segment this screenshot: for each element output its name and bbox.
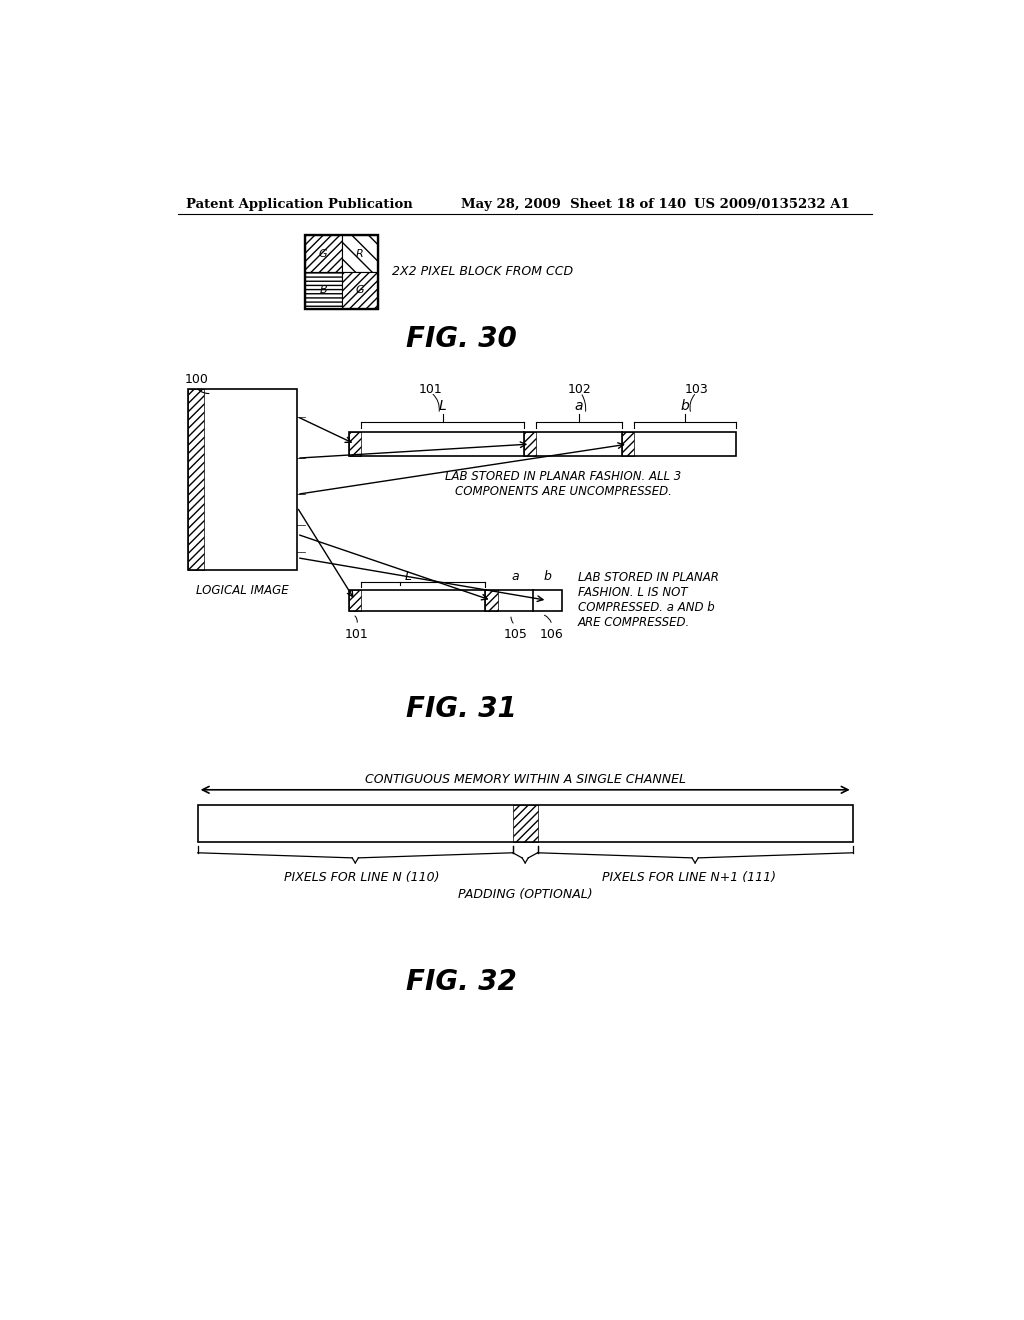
- Text: a: a: [574, 399, 584, 412]
- Text: b: b: [544, 570, 551, 583]
- Text: LOGICAL IMAGE: LOGICAL IMAGE: [197, 585, 289, 597]
- Text: 101: 101: [419, 383, 443, 396]
- Text: FIG. 31: FIG. 31: [406, 694, 517, 723]
- Text: a: a: [511, 570, 519, 583]
- Bar: [305, 235, 378, 309]
- Text: L: L: [438, 399, 446, 412]
- Text: Patent Application Publication: Patent Application Publication: [186, 198, 413, 211]
- Bar: [188, 389, 297, 570]
- Text: 100: 100: [184, 372, 209, 385]
- Text: PADDING (OPTIONAL): PADDING (OPTIONAL): [458, 887, 593, 900]
- Text: LAB STORED IN PLANAR FASHION. ALL 3
COMPONENTS ARE UNCOMPRESSED.: LAB STORED IN PLANAR FASHION. ALL 3 COMP…: [445, 470, 682, 498]
- Text: May 28, 2009  Sheet 18 of 140: May 28, 2009 Sheet 18 of 140: [461, 198, 686, 211]
- Bar: [188, 389, 204, 570]
- Text: L: L: [404, 570, 412, 583]
- Text: FIG. 32: FIG. 32: [406, 969, 517, 997]
- Bar: [622, 432, 634, 457]
- Bar: [485, 590, 498, 611]
- Text: 105: 105: [503, 628, 527, 642]
- Bar: [349, 590, 562, 611]
- Bar: [198, 805, 853, 842]
- Bar: [513, 805, 538, 842]
- Text: PIXELS FOR LINE N (110): PIXELS FOR LINE N (110): [284, 871, 439, 883]
- Text: CONTIGUOUS MEMORY WITHIN A SINGLE CHANNEL: CONTIGUOUS MEMORY WITHIN A SINGLE CHANNE…: [365, 774, 686, 785]
- Bar: [342, 272, 378, 309]
- Text: G: G: [318, 248, 328, 259]
- Text: G: G: [355, 285, 365, 296]
- Text: 103: 103: [685, 383, 709, 396]
- Bar: [305, 235, 342, 272]
- Bar: [349, 432, 361, 457]
- Bar: [349, 590, 361, 611]
- Bar: [342, 235, 378, 272]
- Bar: [524, 432, 537, 457]
- Bar: [349, 432, 735, 457]
- Text: b: b: [681, 399, 689, 412]
- Text: LAB STORED IN PLANAR
FASHION. L IS NOT
COMPRESSED. a AND b
ARE COMPRESSED.: LAB STORED IN PLANAR FASHION. L IS NOT C…: [578, 572, 719, 630]
- Text: 102: 102: [567, 383, 591, 396]
- Text: PIXELS FOR LINE N+1 (111): PIXELS FOR LINE N+1 (111): [602, 871, 776, 883]
- Text: US 2009/0135232 A1: US 2009/0135232 A1: [693, 198, 850, 211]
- Text: B: B: [319, 285, 327, 296]
- Text: R: R: [356, 248, 364, 259]
- Text: 106: 106: [540, 628, 564, 642]
- Bar: [305, 272, 342, 309]
- Text: 101: 101: [345, 628, 369, 642]
- Text: FIG. 30: FIG. 30: [406, 325, 517, 354]
- Text: 2X2 PIXEL BLOCK FROM CCD: 2X2 PIXEL BLOCK FROM CCD: [392, 265, 573, 279]
